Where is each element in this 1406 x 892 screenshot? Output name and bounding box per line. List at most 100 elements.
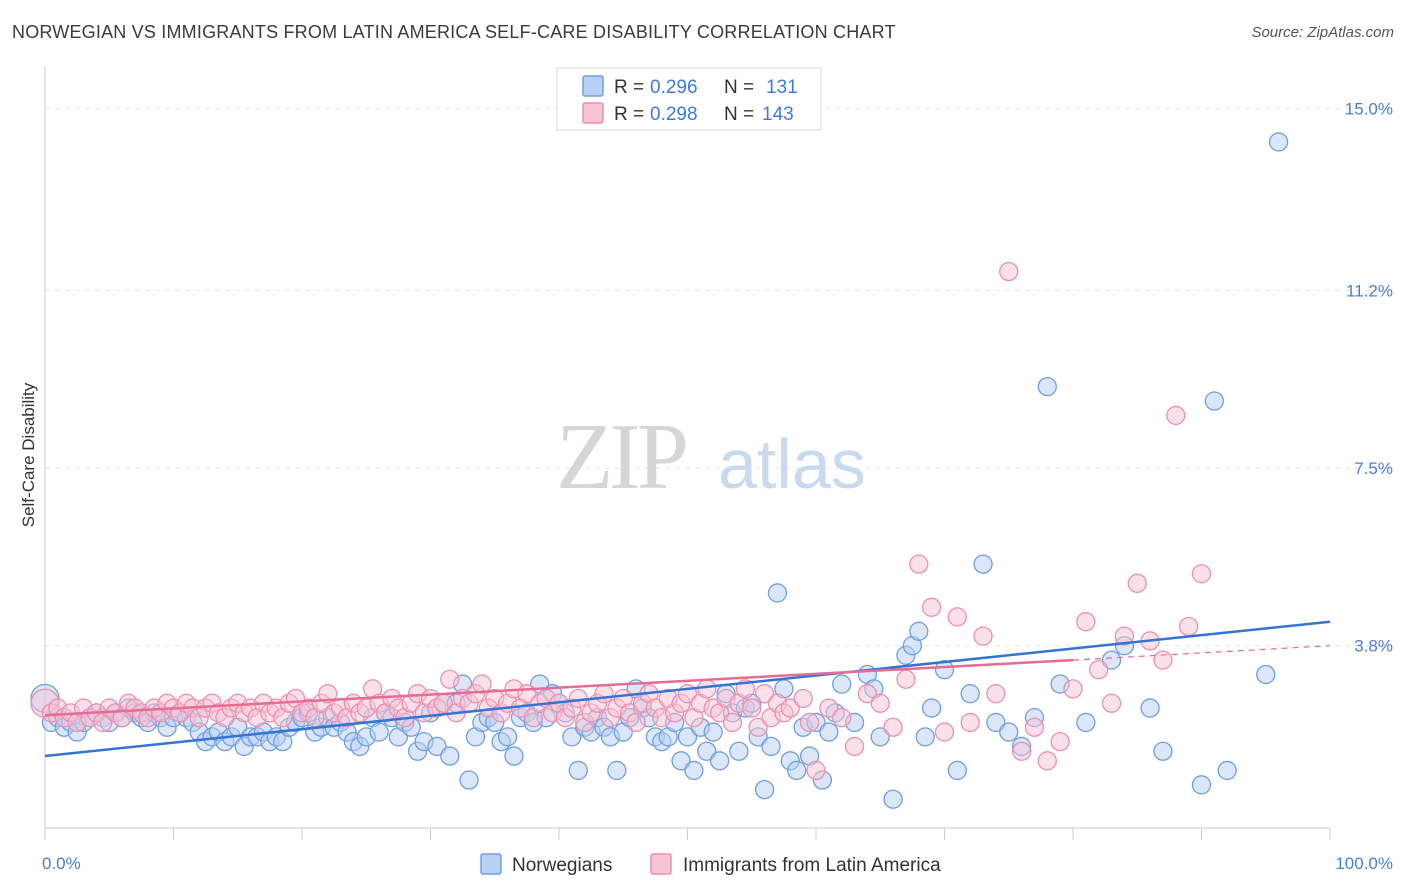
norwegian-point-128 <box>870 727 890 747</box>
trend-lines <box>44 620 1331 758</box>
latin-america-point-119 <box>806 760 826 781</box>
y-tick-0: 3.8% <box>1354 637 1393 656</box>
latin-america-point-143 <box>1114 626 1135 646</box>
norwegian-point-148 <box>1140 698 1160 718</box>
norwegian-point-108 <box>729 741 749 761</box>
latin-america-point-133 <box>986 684 1006 704</box>
norwegian-point-143 <box>1037 376 1057 397</box>
y-tick-2: 11.2% <box>1346 282 1393 301</box>
norwegian-point-73 <box>504 746 524 766</box>
norwegian-point-114 <box>767 583 788 603</box>
latin-america-point-128 <box>922 597 942 617</box>
legend-label-latin-america: Immigrants from Latin America <box>683 855 941 876</box>
norwegian-point-136 <box>947 760 967 781</box>
y-axis-label: Self-Care Disability <box>19 382 38 527</box>
norwegian-point-134 <box>922 698 942 718</box>
latin-america-point-126 <box>896 669 916 689</box>
latin-america-point-125 <box>883 717 903 737</box>
norwegian-point-99 <box>671 751 691 771</box>
latin-america-point-87 <box>594 684 614 704</box>
y-tick-labels: 3.8% 7.5% 11.2% 15.0% <box>1345 99 1393 655</box>
norwegian-point-138 <box>973 554 993 574</box>
trend-line-ext-1 <box>1072 645 1331 661</box>
norwegian-point-139 <box>986 712 1006 733</box>
latin-america-point-117 <box>793 688 813 709</box>
legend-r-value-2: 0.298 <box>650 104 698 125</box>
latin-america-point-110 <box>742 698 762 718</box>
stats-legend: R = 0.296 N = 131 R = 0.298 N = 143 <box>556 67 822 131</box>
y-tick-1: 7.5% <box>1354 459 1393 478</box>
legend-r-label-2: R = <box>614 104 644 125</box>
gridlines <box>45 107 1390 647</box>
latin-america-point-130 <box>947 607 967 627</box>
norwegian-point-152 <box>1217 760 1237 781</box>
latin-america-point-124 <box>870 693 890 713</box>
norwegian-point-101 <box>684 760 704 781</box>
norwegian-point-66 <box>459 770 479 790</box>
latin-america-point-148 <box>1179 616 1199 637</box>
latin-america-point-131 <box>960 712 980 733</box>
legend-label-norwegians: Norwegians <box>512 855 612 876</box>
legend-r-label-1: R = <box>614 77 644 98</box>
legend-r-value-1: 0.296 <box>650 77 698 98</box>
source-label: Source: ZipAtlas.com <box>1251 24 1394 41</box>
norwegian-point-154 <box>1268 132 1289 152</box>
norwegian-point-140 <box>999 722 1019 742</box>
norwegian-point-63 <box>440 746 460 766</box>
latin-america-point-129 <box>934 722 955 742</box>
latin-america-point-138 <box>1050 731 1070 752</box>
latin-america-point-92 <box>626 712 646 733</box>
norwegian-point-122 <box>819 722 839 742</box>
latin-america-point-132 <box>973 626 993 646</box>
latin-america-point-142 <box>1101 693 1122 713</box>
norwegian-point-137 <box>960 684 980 704</box>
norwegian-point-89 <box>607 760 627 781</box>
series-latin-america <box>30 261 1212 781</box>
norwegian-point-135 <box>934 660 955 680</box>
norwegian-point-100 <box>677 727 698 747</box>
legend-n-label-2: N = <box>724 104 754 125</box>
norwegian-point-149 <box>1153 741 1173 761</box>
latin-america-point-122 <box>844 736 865 757</box>
legend-swatch-blue <box>582 75 604 97</box>
norwegian-point-133 <box>915 727 935 747</box>
norwegian-point-83 <box>568 760 588 781</box>
watermark: ZIP atlas <box>556 405 866 509</box>
norwegian-point-72 <box>497 727 518 747</box>
latin-america-point-118 <box>799 712 820 733</box>
norwegian-point-105 <box>709 751 730 771</box>
legend-n-value-2: 143 <box>762 104 794 125</box>
series-legend: Norwegians Immigrants from Latin America <box>480 853 941 876</box>
latin-america-point-139 <box>1063 679 1083 699</box>
legend-swatch-norwegians <box>480 853 502 875</box>
latin-america-point-146 <box>1153 650 1173 670</box>
x-tick-max: 100.0% <box>1335 854 1393 873</box>
latin-america-point-112 <box>754 684 775 704</box>
norwegian-point-113 <box>761 736 781 757</box>
latin-america-point-68 <box>472 674 492 694</box>
norwegian-point-132 <box>909 621 929 641</box>
latin-america-point-149 <box>1191 564 1212 584</box>
norwegian-point-52 <box>369 722 389 742</box>
norwegian-point-112 <box>754 779 775 800</box>
norwegian-point-124 <box>832 674 852 694</box>
latin-america-point-137 <box>1037 751 1057 771</box>
latin-america-point-103 <box>697 679 717 699</box>
legend-n-label-1: N = <box>724 77 754 98</box>
trend-line-0 <box>44 620 1331 758</box>
norwegian-point-145 <box>1076 712 1096 733</box>
latin-america-point-44 <box>318 684 338 704</box>
watermark-atlas: atlas <box>718 425 866 503</box>
latin-america-point-141 <box>1089 660 1109 680</box>
latin-america-point-107 <box>722 712 743 733</box>
latin-america-point-111 <box>748 717 768 737</box>
latin-america-point-134 <box>999 261 1019 282</box>
latin-america-point-136 <box>1024 717 1045 737</box>
watermark-zip: ZIP <box>556 405 686 509</box>
latin-america-point-147 <box>1166 405 1186 426</box>
latin-america-point-127 <box>909 554 929 574</box>
latin-america-point-120 <box>819 698 839 718</box>
norwegian-point-146 <box>1101 650 1122 670</box>
latin-america-point-121 <box>832 708 852 728</box>
